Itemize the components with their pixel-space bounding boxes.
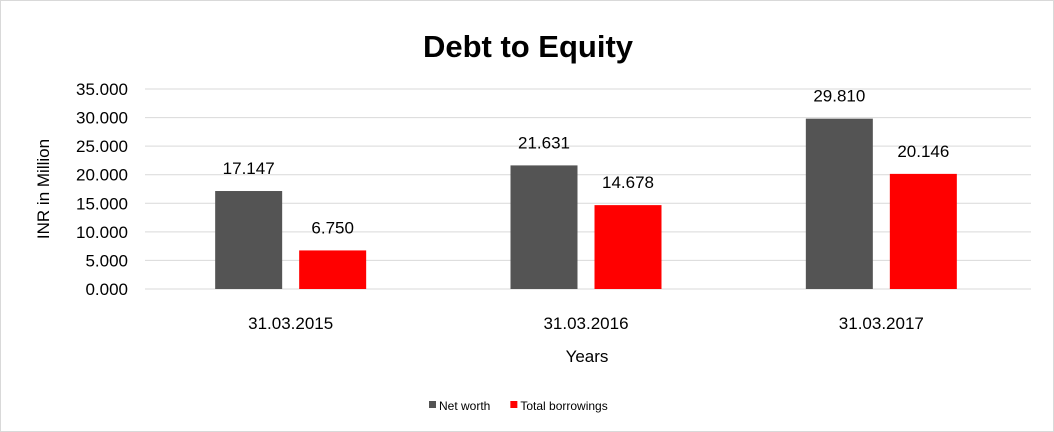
x-axis-label: Years bbox=[566, 347, 609, 366]
bar-total-borrowings bbox=[594, 205, 662, 289]
bar-total-borrowings bbox=[889, 173, 957, 289]
data-label: 14.678 bbox=[602, 173, 654, 192]
y-tick-label: 35.000 bbox=[76, 80, 128, 99]
y-axis-label: INR in Million bbox=[34, 139, 53, 239]
bar-total-borrowings bbox=[299, 250, 367, 289]
legend-swatch bbox=[510, 401, 518, 408]
data-label: 21.631 bbox=[518, 133, 570, 152]
data-label: 20.146 bbox=[897, 142, 949, 161]
chart-title: Debt to Equity bbox=[423, 29, 634, 64]
data-label: 29.810 bbox=[813, 87, 865, 106]
y-tick-label: 10.000 bbox=[76, 223, 128, 242]
legend-label: Net worth bbox=[439, 399, 490, 413]
bar-net-worth bbox=[215, 191, 283, 289]
y-tick-label: 0.000 bbox=[85, 280, 128, 299]
y-tick-label: 30.000 bbox=[76, 109, 128, 128]
y-tick-label: 5.000 bbox=[85, 251, 128, 270]
y-tick-label: 25.000 bbox=[76, 137, 128, 156]
bar-net-worth bbox=[805, 118, 873, 290]
y-tick-label: 20.000 bbox=[76, 166, 128, 185]
x-tick-label: 31.03.2016 bbox=[543, 314, 628, 333]
data-label: 6.750 bbox=[311, 218, 354, 237]
legend-label: Total borrowings bbox=[520, 399, 607, 413]
legend-swatch bbox=[429, 401, 436, 408]
data-label: 17.147 bbox=[223, 159, 275, 178]
x-tick-label: 31.03.2015 bbox=[248, 314, 333, 333]
bar-net-worth bbox=[510, 165, 578, 289]
x-tick-label: 31.03.2017 bbox=[839, 314, 924, 333]
y-tick-label: 15.000 bbox=[76, 194, 128, 213]
